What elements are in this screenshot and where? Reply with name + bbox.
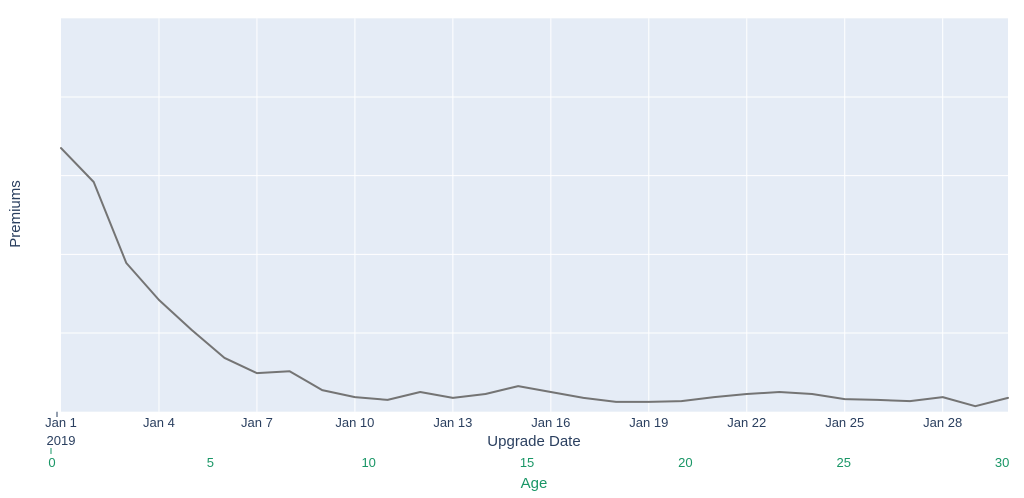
date-tick-label: Jan 1 — [45, 415, 77, 430]
date-tick-label: Jan 16 — [531, 415, 570, 430]
date-tick-sublabel: 2019 — [47, 433, 76, 448]
age-tick-label: 5 — [207, 455, 214, 470]
premiums-trace[interactable] — [60, 147, 1009, 408]
age-tick-label: 0 — [48, 455, 55, 470]
date-tick-label: Jan 10 — [335, 415, 374, 430]
x2-axis-title: Age — [521, 475, 548, 492]
date-tick-label: Jan 22 — [727, 415, 766, 430]
age-tick-label: 10 — [361, 455, 375, 470]
date-tick-label: Jan 19 — [629, 415, 668, 430]
date-tick-label: Jan 7 — [241, 415, 273, 430]
x-axis-title: Upgrade Date — [487, 433, 580, 450]
date-tick-label: Jan 13 — [433, 415, 472, 430]
date-tick-label: Jan 28 — [923, 415, 962, 430]
age-tick-label: 15 — [520, 455, 534, 470]
plot-area[interactable] — [61, 18, 1008, 412]
date-tick-labels: Jan 1 2019 Jan 4 Jan 7 Jan 10 Jan 13 Jan 16 Jan… — [45, 415, 962, 448]
age-tick-label: 25 — [837, 455, 851, 470]
date-tick-label: Jan 25 — [825, 415, 864, 430]
age-tick-label: 30 — [995, 455, 1009, 470]
date-tick-label: Jan 4 — [143, 415, 175, 430]
gridlines — [61, 18, 1008, 412]
y-axis-title: Premiums — [7, 180, 24, 248]
age-tick-labels: 0 5 10 15 20 25 30 — [48, 455, 1009, 470]
age-tick-label: 20 — [678, 455, 692, 470]
